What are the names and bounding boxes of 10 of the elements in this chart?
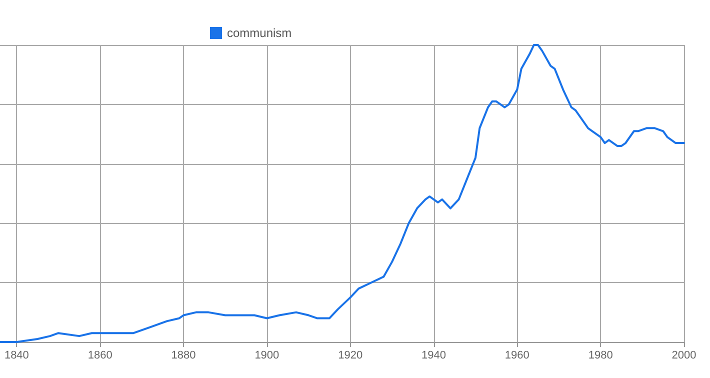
x-tick-label: 1960 <box>504 350 530 362</box>
x-tick-label: 2000 <box>672 350 696 362</box>
x-tick-label: 1940 <box>422 350 446 362</box>
x-tick-label: 1980 <box>588 350 613 362</box>
legend-label: communism <box>227 26 292 40</box>
x-tick-label: 1880 <box>171 350 196 362</box>
x-tick-label: 1900 <box>254 350 280 362</box>
x-tick-label: 1840 <box>4 350 29 362</box>
x-tick-label: 1920 <box>338 350 363 362</box>
x-tick-label: 1860 <box>88 350 112 362</box>
